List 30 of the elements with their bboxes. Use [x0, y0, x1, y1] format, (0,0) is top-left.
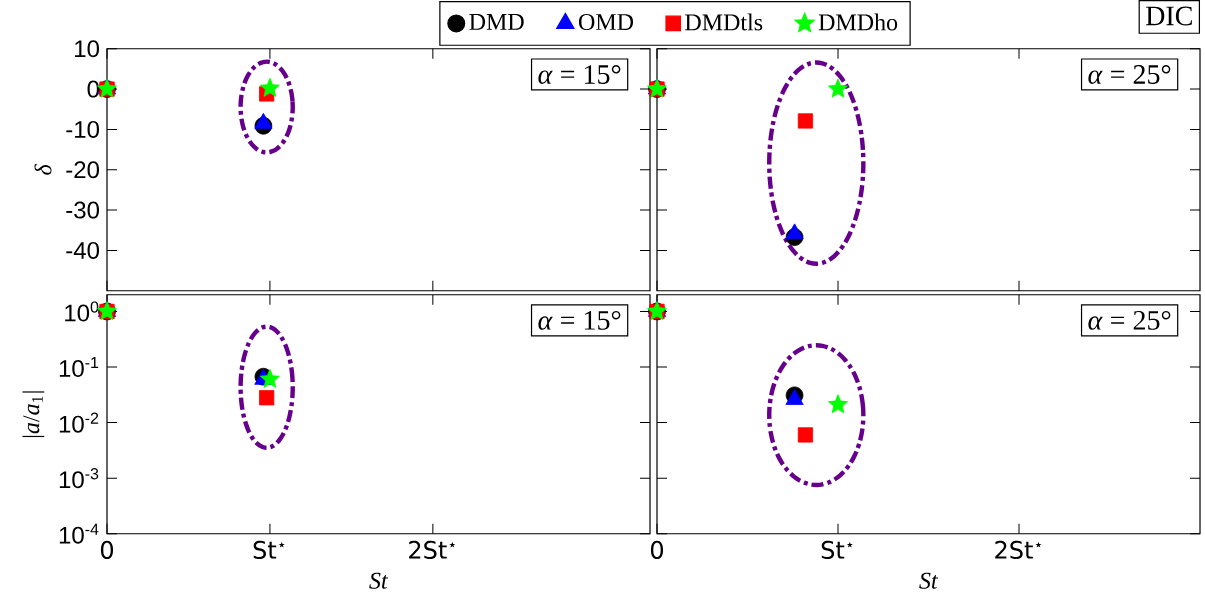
- y-axis-title: δ: [34, 164, 52, 175]
- y-tick-label: -20: [66, 161, 100, 179]
- y-tick-label: 0: [87, 80, 100, 98]
- x-tick-label: 0: [650, 540, 664, 560]
- y-tick-label: 10$^{-4}$: [59, 523, 99, 544]
- annotation: α = 15°: [538, 65, 621, 85]
- x-tick-label: 2St$^{⋆}$: [409, 540, 456, 560]
- chart-title: DIC: [1146, 6, 1192, 26]
- y-tick-label: -10: [66, 121, 100, 139]
- legend-label: OMD: [578, 14, 634, 31]
- y-axis-title: |a/a$_{1}$|: [22, 391, 45, 438]
- y-tick-label: 10$^{0}$: [65, 301, 99, 322]
- annotation: α = 15°: [538, 311, 621, 330]
- legend-label: DMDtls: [685, 13, 763, 31]
- y-tick-label: -40: [66, 242, 100, 260]
- y-tick-label: 10$^{-2}$: [59, 412, 99, 433]
- legend-label: DMD: [469, 14, 524, 30]
- x-tick-label: 2St$^{⋆}$: [995, 540, 1042, 560]
- x-axis-title: St: [369, 572, 389, 589]
- legend-label: DMDho: [818, 13, 898, 31]
- annotation: α = 25°: [1088, 65, 1171, 85]
- x-tick-label: St$^{⋆}$: [821, 540, 853, 560]
- annotation: α = 25°: [1088, 311, 1171, 330]
- y-tick-label: 10$^{-3}$: [59, 468, 99, 489]
- y-tick-label: -30: [66, 201, 100, 219]
- y-tick-label: 10$^{-1}$: [59, 357, 99, 378]
- y-tick-label: 10: [75, 40, 100, 58]
- x-tick-label: 0: [100, 540, 114, 560]
- x-axis-title: St: [919, 572, 939, 589]
- x-tick-label: St$^{⋆}$: [253, 540, 285, 560]
